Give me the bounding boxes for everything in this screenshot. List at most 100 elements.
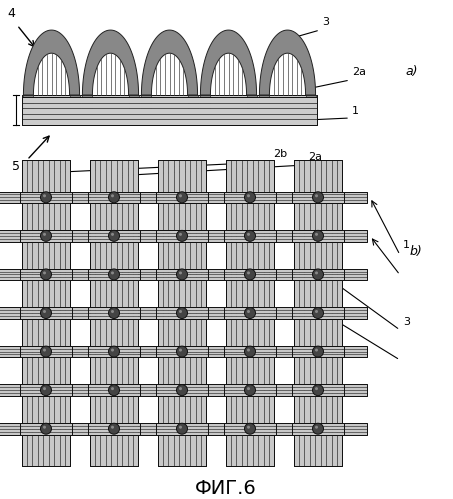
Bar	[128, 435, 133, 466]
Bar	[292, 384, 344, 387]
Bar	[247, 319, 253, 346]
Bar	[87, 233, 140, 236]
Bar	[174, 160, 179, 192]
Bar	[155, 233, 208, 236]
Bar	[231, 396, 236, 423]
Bar	[22, 435, 27, 466]
Bar	[174, 435, 179, 466]
Circle shape	[40, 423, 52, 434]
Bar	[19, 393, 72, 396]
Text: ФИГ.6: ФИГ.6	[195, 479, 257, 498]
Bar	[95, 280, 101, 307]
Bar	[223, 233, 276, 236]
Bar	[19, 192, 72, 203]
Bar	[236, 319, 242, 346]
Bar	[253, 319, 258, 346]
Circle shape	[179, 426, 182, 429]
Bar	[22, 280, 71, 307]
Bar	[294, 319, 299, 346]
Circle shape	[109, 385, 120, 396]
Bar	[49, 280, 54, 307]
Circle shape	[109, 423, 120, 434]
Bar	[190, 319, 196, 346]
Bar	[22, 396, 71, 423]
Bar	[49, 160, 54, 192]
Bar	[22, 357, 27, 384]
Bar	[163, 160, 169, 192]
Bar	[169, 396, 174, 423]
Bar	[174, 242, 179, 268]
Bar	[292, 195, 344, 197]
Bar	[247, 160, 253, 192]
Bar	[95, 160, 101, 192]
Bar	[264, 357, 269, 384]
Bar	[27, 160, 33, 192]
Bar	[269, 357, 275, 384]
Circle shape	[43, 349, 46, 352]
Bar	[269, 319, 275, 346]
Circle shape	[43, 271, 46, 274]
Bar	[101, 357, 106, 384]
Bar	[247, 435, 253, 466]
Bar	[337, 242, 342, 268]
Bar	[158, 357, 163, 384]
Bar	[19, 277, 72, 280]
Bar	[101, 435, 106, 466]
Bar	[90, 280, 139, 307]
Bar	[95, 319, 101, 346]
Bar	[87, 429, 140, 432]
Bar	[264, 319, 269, 346]
Bar	[155, 230, 208, 242]
Bar	[292, 313, 344, 316]
Bar	[128, 319, 133, 346]
Bar	[185, 435, 190, 466]
Bar	[19, 313, 72, 316]
Bar	[294, 280, 342, 307]
Bar	[22, 95, 317, 101]
Bar	[292, 423, 344, 435]
Bar	[90, 242, 95, 268]
Bar	[247, 396, 253, 423]
Bar	[117, 319, 122, 346]
Bar	[292, 268, 344, 280]
Bar	[38, 160, 43, 466]
Circle shape	[177, 346, 188, 357]
Bar	[158, 435, 207, 466]
Bar	[155, 274, 208, 277]
Bar	[201, 203, 207, 230]
Bar	[201, 242, 207, 268]
Bar	[60, 203, 65, 230]
Text: 5: 5	[12, 160, 20, 173]
Bar	[269, 160, 275, 192]
Bar	[155, 352, 208, 354]
Bar	[101, 319, 106, 346]
Bar	[22, 95, 317, 125]
Circle shape	[109, 192, 120, 203]
Circle shape	[40, 192, 52, 203]
Bar	[141, 95, 151, 113]
Bar	[60, 319, 65, 346]
Bar	[87, 423, 140, 435]
Bar	[22, 280, 27, 307]
Bar	[315, 280, 321, 307]
Bar	[0, 426, 367, 429]
Bar	[236, 160, 242, 192]
Bar	[321, 396, 326, 423]
Bar	[223, 277, 276, 280]
Bar	[0, 346, 367, 349]
Bar	[242, 160, 247, 466]
Bar	[264, 160, 269, 192]
Bar	[190, 160, 196, 192]
Bar	[87, 268, 140, 271]
Bar	[315, 203, 321, 230]
Bar	[294, 357, 342, 384]
Bar	[337, 203, 342, 230]
Bar	[38, 357, 43, 384]
Circle shape	[111, 387, 114, 390]
Bar	[321, 203, 326, 230]
Bar	[223, 239, 276, 242]
Bar	[133, 435, 139, 466]
Bar	[117, 357, 122, 384]
Bar	[133, 319, 139, 346]
Bar	[242, 242, 247, 268]
